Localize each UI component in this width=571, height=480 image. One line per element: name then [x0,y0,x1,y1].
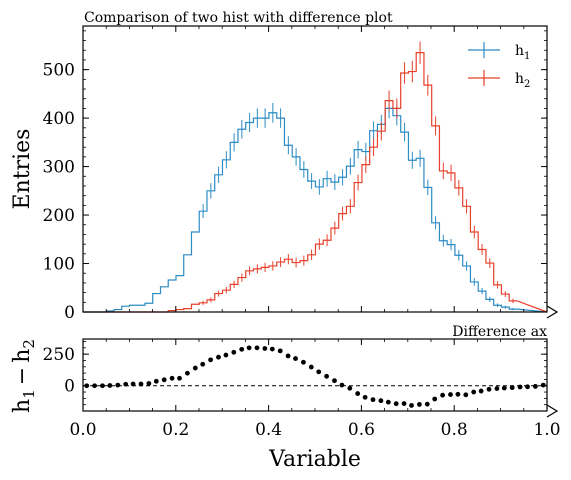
difference-point [130,381,136,387]
diff-ytick-label: 250 [43,345,75,365]
difference-point [393,401,399,407]
difference-point [417,402,422,407]
difference-point [115,382,121,388]
difference-point [401,401,407,406]
histogram-series-group [83,52,548,313]
main-y-label: Entries [10,129,35,210]
difference-point [301,359,306,365]
diff-xtick-label: 0.8 [441,420,468,440]
main-ytick-label: 500 [43,61,75,81]
difference-point [208,357,214,363]
difference-point [362,394,368,400]
difference-point [316,369,322,375]
difference-point [463,392,469,398]
diff-xtick-label: 0.0 [69,420,96,440]
diff-xtick-label: 1.0 [533,420,560,440]
difference-point [486,386,492,392]
legend: h1 h2 [468,42,530,90]
diff-title: Difference ax [452,324,547,340]
difference-point [471,389,477,395]
error-bars-group [202,41,514,311]
difference-point [107,383,113,388]
main-ytick-label: 200 [43,206,75,226]
difference-point [540,382,546,388]
difference-point [385,399,391,405]
legend-label-h1: h1 [515,43,530,62]
diff-y-label: h1−h2 [10,339,38,413]
difference-point [409,403,414,408]
difference-point [262,346,268,351]
main-panel: 0 100 200 300 400 500 Comparison of two hist … [10,10,559,323]
difference-point [378,398,384,404]
diff-x-arrow [546,404,559,418]
difference-point [455,391,461,397]
difference-point [339,382,345,388]
histogram-h2 [83,52,548,313]
difference-point [332,378,337,384]
difference-point [123,381,129,387]
diff-xtick-label: 0.4 [255,420,282,440]
difference-point [440,392,445,398]
difference-point [517,384,523,390]
diff-plot-area [83,339,547,411]
main-y-axis: 0 100 200 300 400 500 [43,30,547,323]
main-x-axis [82,26,548,312]
legend-entry-h2: h2 [468,70,530,90]
difference-point [200,361,206,367]
diff-xtick-label: 0.2 [162,420,189,440]
diff-x-axis: 0.0 0.2 0.4 0.6 0.8 1.0 [69,339,561,440]
difference-point [525,384,530,390]
main-ytick-label: 300 [43,158,75,178]
difference-point [308,364,314,370]
difference-panel: 0 250 0.0 0.2 0.4 0.6 0.8 1.0 Difference ax Va… [10,324,561,472]
diff-ytick-label: 0 [64,377,75,397]
legend-label-h2: h2 [515,71,530,90]
difference-point [185,370,190,376]
difference-point [509,385,515,391]
difference-point [177,375,182,381]
difference-point [138,381,144,387]
difference-point [92,383,97,389]
difference-point [153,378,159,384]
difference-points-group [84,345,546,408]
difference-point [100,383,105,389]
main-ytick-label: 400 [43,109,75,129]
difference-point [347,385,353,391]
difference-point [246,345,252,351]
main-ytick-label: 100 [43,255,75,275]
difference-point [285,353,291,359]
difference-point [254,345,260,351]
main-ytick-label: 0 [64,303,75,323]
difference-point [424,401,430,407]
difference-point [146,381,152,386]
difference-point [478,388,484,394]
main-title: Comparison of two hist with difference p… [84,10,393,26]
difference-point [231,349,237,355]
diff-y-axis: 0 250 [43,341,547,406]
difference-point [192,365,198,371]
difference-point [324,373,329,379]
difference-point [448,392,453,397]
difference-point [432,396,438,402]
difference-point [239,346,245,352]
legend-entry-h1: h1 [468,42,530,62]
difference-point [216,354,221,360]
difference-point [223,352,229,358]
difference-point [293,356,298,361]
main-plot-area [83,26,547,312]
difference-point [277,348,283,354]
difference-point [355,391,361,396]
main-x-arrow [546,305,559,319]
difference-point [161,377,167,383]
difference-point [370,397,376,403]
difference-point [269,346,275,352]
difference-point [533,383,538,389]
x-axis-label: Variable [268,447,361,472]
difference-point [501,385,507,391]
histogram-h1 [83,107,548,313]
difference-point [494,386,500,391]
difference-point [169,375,175,381]
diff-xtick-label: 0.6 [348,420,375,440]
